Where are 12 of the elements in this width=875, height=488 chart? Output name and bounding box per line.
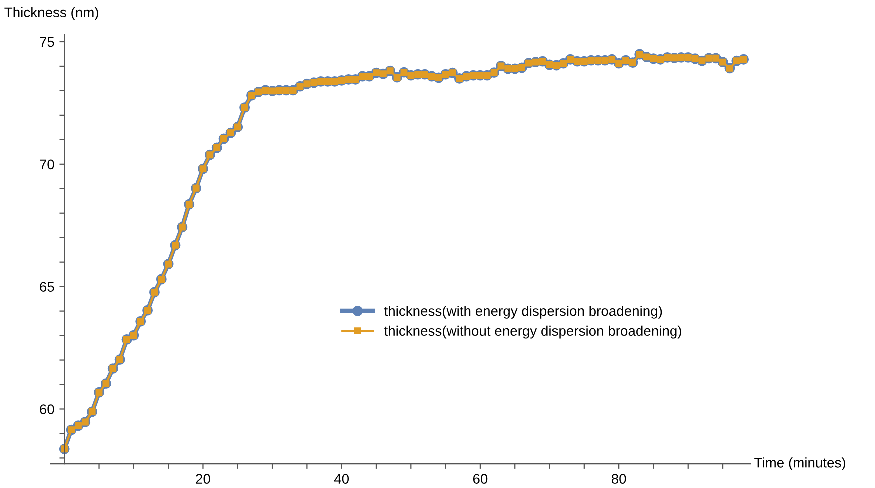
y-tick-label: 70	[40, 160, 54, 170]
y-tick-label: 75	[40, 37, 54, 48]
x-tick-label: 40	[334, 474, 350, 484]
legend-label: thickness(with energy dispersion broadening)	[384, 306, 662, 319]
y-axis-title: Thickness (nm)	[4, 7, 98, 20]
y-tick-label: 60	[40, 404, 54, 414]
y-tick-label: 65	[40, 282, 54, 292]
x-tick-label: 60	[473, 474, 488, 484]
legend-label: thickness(without energy dispersion broadening)	[384, 326, 682, 339]
x-axis-title: Time (minutes)	[754, 458, 846, 471]
x-tick-label: 80	[612, 474, 626, 484]
x-tick-label: 20	[196, 474, 210, 484]
